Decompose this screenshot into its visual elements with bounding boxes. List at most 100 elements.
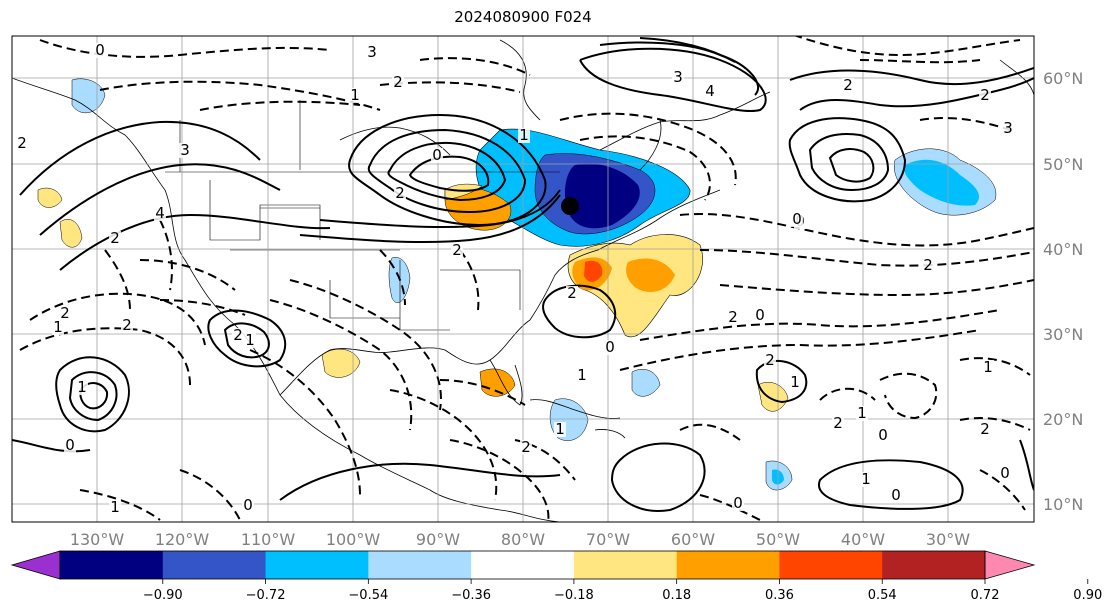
contour-label-bg (554, 422, 566, 437)
colorbar-tick-label: 0.18 (662, 588, 691, 603)
contour-label-bg (242, 498, 254, 513)
contour-label: 2 (122, 316, 132, 334)
contour-label: 2 (567, 284, 577, 302)
colorbar-tick-label: −0.18 (554, 588, 594, 603)
contour-label-bg (232, 328, 244, 343)
positive-shading-mexico (321, 348, 361, 378)
contour-label-bg (890, 488, 902, 503)
positive-shading-offshore-east (626, 258, 675, 292)
contour-label: 1 (790, 373, 800, 391)
contour-label-bg (732, 496, 744, 511)
colorbar-tick-label: −0.72 (246, 588, 286, 603)
contour-label: 2 (728, 308, 738, 326)
positive-shading-pacific (59, 219, 83, 248)
contour-label: 2 (17, 134, 27, 152)
contour-label: 3 (180, 141, 190, 159)
negative-shading-core (564, 163, 640, 229)
contour-label-bg (842, 78, 854, 93)
contour-label-bg (366, 45, 378, 60)
contour-label-bg (64, 438, 76, 453)
negative-shading-atlantic-south (631, 369, 661, 397)
contour-label: 1 (110, 498, 120, 516)
contour-label: 0 (755, 306, 765, 324)
contour-label: 1 (245, 331, 255, 349)
lon-label-30w: 30°W (926, 530, 970, 549)
contour-label: 1 (555, 420, 565, 438)
contour-label: 2 (395, 184, 405, 202)
contour-label: 1 (577, 366, 587, 384)
solid-contours (12, 37, 1034, 512)
map-frame (11, 35, 1035, 523)
contour-label-bg (109, 500, 121, 515)
contour-label: 2 (843, 76, 853, 94)
contour-label-bg (392, 75, 404, 90)
colorbar-tick-label: 0.54 (868, 588, 897, 603)
lat-label-20n: 20°N (1043, 410, 1083, 429)
contour-label-bg (727, 310, 739, 325)
contour-label-bg (1002, 121, 1014, 136)
contour-label-bg (576, 368, 588, 383)
contour-label-bg (860, 472, 872, 487)
positive-shading-bc (37, 187, 63, 208)
contour-label-bg (922, 258, 934, 273)
contour-label: 3 (1003, 119, 1013, 137)
contour-label: 2 (923, 256, 933, 274)
contour-label-bg (244, 333, 256, 348)
colorbar-extend-high (984, 550, 1036, 580)
colorbar-bin (368, 551, 472, 579)
contour-label: 0 (891, 486, 901, 504)
contour-label: 1 (861, 470, 871, 488)
contour-label-bg (121, 318, 133, 333)
contour-label-bg (604, 340, 616, 355)
contour-label: 0 (65, 436, 75, 454)
lon-label-110w: 110°W (241, 530, 296, 549)
colorbar-tick-label: −0.54 (348, 588, 388, 603)
contour-label-bg (52, 320, 64, 335)
lat-label-50n: 50°N (1043, 155, 1083, 174)
contour-label: 1 (350, 86, 360, 104)
shaded-fields (37, 78, 997, 491)
contour-label: 0 (243, 496, 253, 514)
lon-label-50w: 50°W (756, 530, 800, 549)
contour-label-bg (999, 466, 1011, 481)
lon-label-100w: 100°W (326, 530, 381, 549)
lon-label-90w: 90°W (416, 530, 460, 549)
contour-label-bg (520, 440, 532, 455)
dashed-contours (19, 36, 1034, 522)
colorbar-bin (471, 551, 575, 579)
contour-label-bg (179, 143, 191, 158)
contour-label: 1 (77, 378, 87, 396)
contour-label-bg (566, 286, 578, 301)
contour-label-bg (672, 70, 684, 85)
contour-label: 2 (521, 438, 531, 456)
colorbar-bin (265, 551, 369, 579)
colorbar-bin (882, 551, 986, 579)
contour-label-bg (832, 416, 844, 431)
lat-label-10n: 10°N (1043, 495, 1083, 514)
contour-label: 0 (95, 41, 105, 59)
contour-label-bg (877, 428, 889, 443)
contour-label: 3 (673, 68, 683, 86)
lon-label-60w: 60°W (671, 530, 715, 549)
contour-label: 1 (519, 126, 529, 144)
colorbar-bin (779, 551, 883, 579)
contour-label: 2 (833, 414, 843, 432)
positive-shading-midatl (757, 382, 789, 412)
contour-label-bg (76, 380, 88, 395)
contour-label: 2 (233, 326, 243, 344)
lon-label-70w: 70°W (586, 530, 630, 549)
colorbar-bin (162, 551, 267, 579)
contour-labels: 0321234203230212242212012120012001120121… (16, 41, 1014, 516)
colorbar-frame (59, 550, 986, 580)
contour-label: 4 (155, 204, 165, 222)
contour-label: 1 (857, 404, 867, 422)
longitude-labels: 130°W 120°W 110°W 100°W 90°W 80°W 70°W 6… (70, 530, 970, 549)
contour-label: 2 (980, 86, 990, 104)
contour-label-bg (59, 306, 71, 321)
lon-label-40w: 40°W (841, 530, 885, 549)
contour-label-bg (431, 148, 443, 163)
contour-label-bg (979, 88, 991, 103)
contour-label-bg (94, 43, 106, 58)
contour-label-bg (16, 136, 28, 151)
